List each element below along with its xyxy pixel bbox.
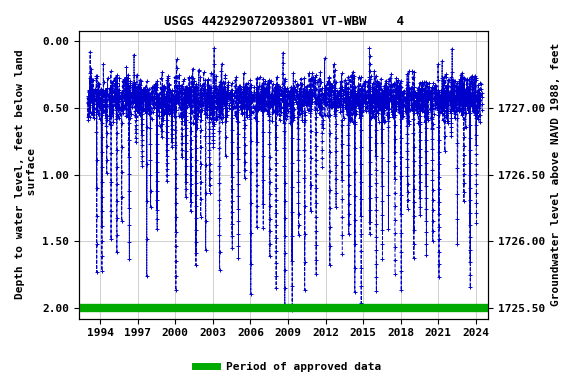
Y-axis label: Groundwater level above NAVD 1988, feet: Groundwater level above NAVD 1988, feet	[551, 43, 561, 306]
Y-axis label: Depth to water level, feet below land
 surface: Depth to water level, feet below land su…	[15, 50, 37, 300]
Title: USGS 442929072093801 VT-WBW    4: USGS 442929072093801 VT-WBW 4	[164, 15, 404, 28]
Legend: Period of approved data: Period of approved data	[191, 358, 385, 377]
